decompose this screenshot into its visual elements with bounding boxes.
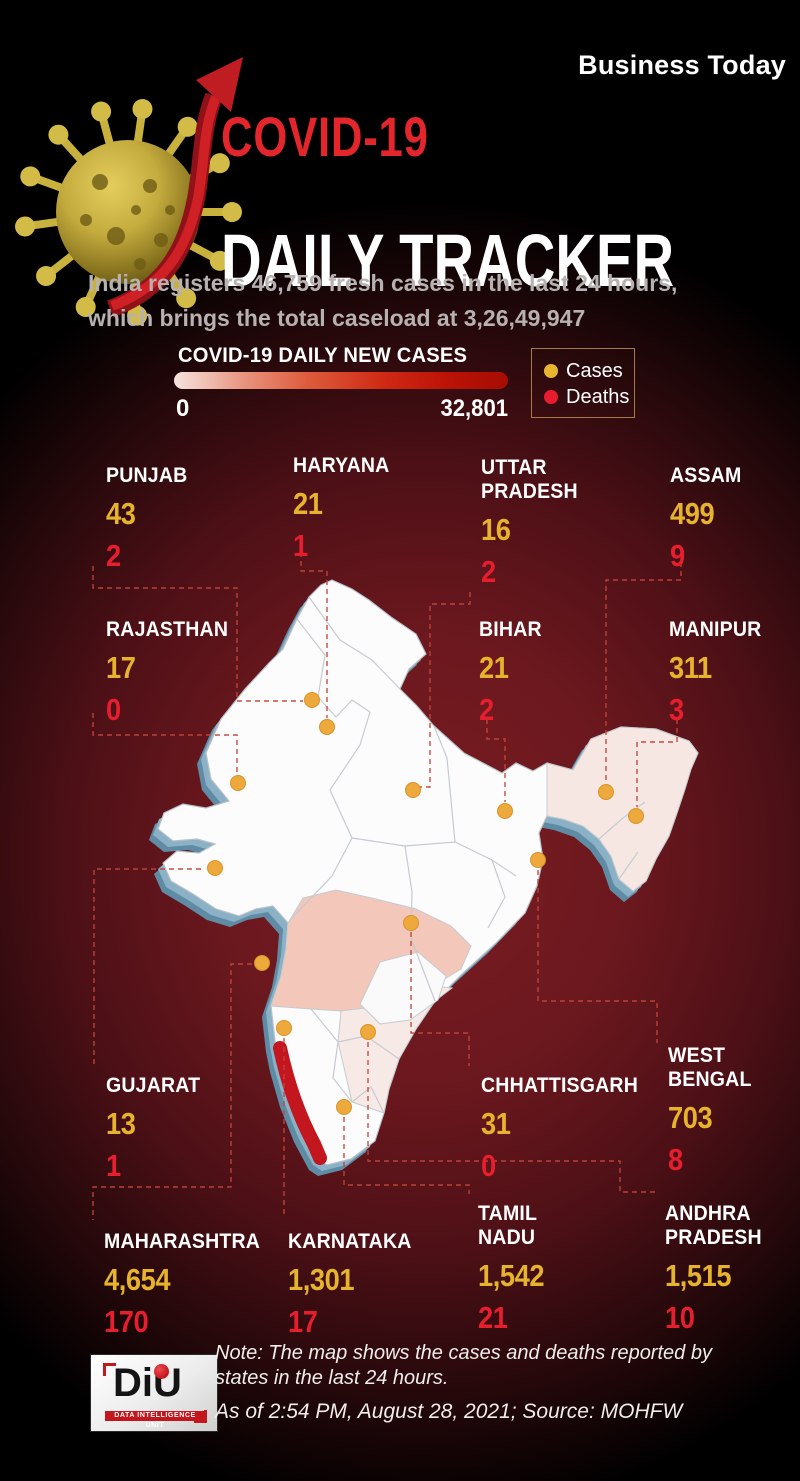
scale-gradient-bar	[174, 372, 508, 389]
state-name: ANDHRA PRADESH	[665, 1202, 762, 1249]
cases-dot-icon	[544, 364, 558, 378]
state-label-chhattisgarh: CHHATTISGARH 31 0	[481, 1074, 650, 1183]
state-deaths: 2	[481, 554, 496, 589]
state-label-bihar: BIHAR 21 2	[479, 618, 547, 727]
state-name: TAMIL NADU	[478, 1202, 537, 1249]
scale-min-value: 0	[176, 395, 190, 422]
footnote: Note: The map shows the cases and deaths…	[215, 1342, 712, 1389]
state-label-west-bengal: WEST BENGAL 703 8	[668, 1044, 764, 1177]
state-name: PUNJAB	[106, 464, 188, 487]
state-deaths: 21	[478, 1300, 508, 1335]
state-shape-kerala	[273, 1041, 327, 1165]
source-timestamp: As of 2:54 PM, August 28, 2021; Source: …	[215, 1400, 683, 1423]
legend-row-deaths: Deaths	[544, 384, 634, 410]
state-deaths: 0	[481, 1148, 496, 1183]
state-label-assam: ASSAM 499 9	[670, 464, 747, 573]
legend-deaths-label: Deaths	[566, 385, 630, 408]
state-label-maharashtra: MAHARASHTRA 4,654 170	[104, 1230, 272, 1339]
state-label-karnataka: KARNATAKA 1,301 17	[288, 1230, 421, 1339]
state-deaths: 9	[670, 538, 685, 573]
summary-line2: which brings the total caseload at 3,26,…	[88, 305, 586, 331]
state-name: CHHATTISGARH	[481, 1074, 639, 1097]
diu-logo: DiU DATA INTELLIGENCE UNIT	[90, 1354, 218, 1432]
state-cases: 21	[293, 486, 323, 521]
page-title-covid: COVID-19	[221, 105, 429, 168]
state-label-uttar-pradesh: UTTAR PRADESH 16 2	[481, 456, 597, 589]
state-cases: 1,542	[478, 1258, 545, 1293]
state-deaths: 1	[293, 528, 308, 563]
state-deaths: 0	[106, 692, 121, 727]
state-label-manipur: MANIPUR 311 3	[669, 618, 768, 727]
state-deaths: 1	[106, 1148, 121, 1183]
state-deaths: 3	[669, 692, 684, 727]
state-deaths: 10	[665, 1300, 695, 1335]
brand-logo: Business Today	[578, 50, 786, 80]
scale-title: COVID-19 DAILY NEW CASES	[178, 344, 468, 367]
state-name: ASSAM	[670, 464, 742, 487]
state-label-haryana: HARYANA 21 1	[293, 454, 397, 563]
logo-bracket-icon	[103, 1363, 116, 1376]
legend-row-cases: Cases	[544, 358, 634, 384]
state-deaths: 2	[106, 538, 121, 573]
state-cases: 1,301	[288, 1262, 355, 1297]
diu-logo-text: DiU	[113, 1361, 182, 1405]
state-cases: 43	[106, 496, 136, 531]
state-name: MAHARASHTRA	[104, 1230, 261, 1253]
state-cases: 17	[106, 650, 136, 685]
state-label-rajasthan: RAJASTHAN 17 0	[106, 618, 237, 727]
legend-cases-label: Cases	[566, 359, 623, 382]
state-name: BIHAR	[479, 618, 542, 641]
state-deaths: 170	[104, 1304, 149, 1339]
state-name: UTTAR PRADESH	[481, 456, 578, 503]
state-label-tamil-nadu: TAMIL NADU 1,542 21	[478, 1202, 558, 1335]
state-cases: 16	[481, 512, 511, 547]
diu-logo-subtext: DATA INTELLIGENCE UNIT	[105, 1411, 205, 1429]
state-label-punjab: PUNJAB 43 2	[106, 464, 194, 573]
state-deaths: 17	[288, 1304, 318, 1339]
state-cases: 31	[481, 1106, 511, 1141]
state-label-andhra-pradesh: ANDHRA PRADESH 1,515 10	[665, 1202, 775, 1335]
deaths-dot-icon	[544, 390, 558, 404]
leader-lines	[92, 552, 682, 1220]
state-cases: 499	[670, 496, 715, 531]
scale-max-value: 32,801	[440, 395, 508, 422]
state-name: KARNATAKA	[288, 1230, 412, 1253]
state-name: GUJARAT	[106, 1074, 201, 1097]
page-title-tracker: DAILY TRACKER	[221, 219, 675, 302]
state-name: RAJASTHAN	[106, 618, 229, 641]
state-deaths: 8	[668, 1142, 683, 1177]
logo-bracket-icon	[194, 1410, 207, 1423]
diu-globe-icon	[154, 1364, 169, 1379]
state-label-gujarat: GUJARAT 13 1	[106, 1074, 207, 1183]
state-name: WEST BENGAL	[668, 1044, 752, 1091]
state-cases: 21	[479, 650, 509, 685]
state-cases: 13	[106, 1106, 136, 1141]
state-name: HARYANA	[293, 454, 390, 477]
summary-text: India registers 46,759 fresh cases in th…	[88, 266, 748, 336]
state-cases: 1,515	[665, 1258, 732, 1293]
state-cases: 703	[668, 1100, 713, 1135]
state-cases: 4,654	[104, 1262, 171, 1297]
virus-icon	[15, 57, 243, 326]
case-dots	[207, 692, 644, 1115]
state-deaths: 2	[479, 692, 494, 727]
legend: Cases Deaths	[531, 348, 635, 418]
state-cases: 311	[669, 650, 712, 685]
summary-line1: India registers 46,759 fresh cases in th…	[88, 270, 678, 296]
state-name: MANIPUR	[669, 618, 762, 641]
rising-arrow-icon	[106, 57, 243, 318]
